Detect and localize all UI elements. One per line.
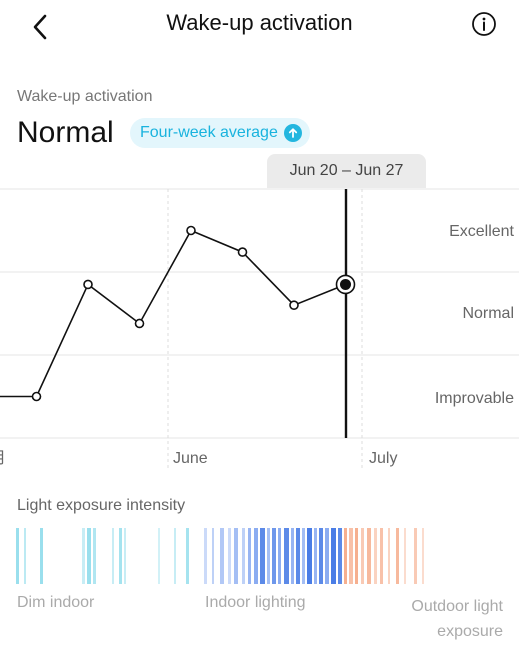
light-bar bbox=[220, 528, 224, 584]
data-point[interactable] bbox=[289, 300, 299, 310]
light-exposure-title: Light exposure intensity bbox=[17, 497, 186, 514]
light-bar bbox=[404, 528, 406, 584]
selected-point[interactable] bbox=[340, 278, 351, 290]
dim-indoor-label: Dim indoor bbox=[17, 594, 95, 611]
light-bar bbox=[24, 528, 26, 584]
light-bar bbox=[314, 528, 317, 584]
data-point[interactable] bbox=[237, 247, 248, 257]
four-week-average-badge[interactable]: Four-week average bbox=[130, 118, 310, 148]
light-bar bbox=[414, 528, 417, 584]
badge-label: Four-week average bbox=[140, 124, 278, 141]
light-bar bbox=[124, 528, 126, 584]
light-bar bbox=[119, 528, 122, 584]
light-bar bbox=[82, 528, 85, 584]
light-bar bbox=[338, 528, 342, 584]
info-circle-icon bbox=[472, 12, 496, 36]
light-bar bbox=[158, 528, 160, 584]
light-bar bbox=[228, 528, 231, 584]
light-bar bbox=[254, 528, 258, 584]
light-bar bbox=[349, 528, 353, 584]
series-line bbox=[0, 229, 346, 398]
light-bar bbox=[267, 528, 270, 584]
light-bar bbox=[291, 528, 294, 584]
light-bar bbox=[272, 528, 276, 584]
light-bar bbox=[367, 528, 371, 584]
light-bar bbox=[388, 528, 390, 584]
light-bar bbox=[284, 528, 289, 584]
section-label: Wake-up activation bbox=[17, 88, 153, 105]
grid bbox=[0, 188, 519, 468]
series-layer bbox=[0, 225, 356, 402]
light-bar bbox=[260, 528, 265, 584]
light-bar bbox=[40, 528, 43, 584]
y-label-improvable: Improvable bbox=[435, 390, 514, 407]
outdoor-light-label: Outdoor light exposure bbox=[411, 598, 503, 640]
light-bar bbox=[87, 528, 91, 584]
light-bar bbox=[174, 528, 176, 584]
light-bar bbox=[396, 528, 399, 584]
data-point[interactable] bbox=[31, 391, 42, 402]
data-point[interactable] bbox=[83, 279, 93, 290]
light-bar bbox=[186, 528, 189, 584]
y-label-normal: Normal bbox=[462, 305, 514, 322]
light-bar bbox=[248, 528, 251, 584]
light-bar bbox=[212, 528, 214, 584]
light-bar bbox=[325, 528, 329, 584]
light-exposure-strip bbox=[16, 528, 426, 584]
x-label-july: July bbox=[369, 450, 397, 467]
data-point[interactable] bbox=[186, 225, 196, 236]
back-button[interactable] bbox=[18, 6, 58, 46]
light-bar bbox=[344, 528, 347, 584]
light-bar bbox=[242, 528, 245, 584]
x-label-prev-month: 月 bbox=[0, 448, 6, 467]
arrow-up-circle-icon bbox=[283, 124, 302, 142]
page-title: Wake-up activation bbox=[166, 10, 353, 35]
info-button[interactable] bbox=[470, 10, 498, 38]
light-bar bbox=[204, 528, 207, 584]
light-bar bbox=[296, 528, 300, 584]
light-bar bbox=[302, 528, 305, 584]
light-bar bbox=[422, 528, 424, 584]
light-bar bbox=[331, 528, 336, 584]
x-label-june: June bbox=[173, 450, 208, 467]
status-value: Normal bbox=[17, 116, 114, 149]
selected-range-tab: Jun 20 – Jun 27 bbox=[267, 154, 426, 188]
light-bar bbox=[319, 528, 323, 584]
light-bar bbox=[307, 528, 312, 584]
wake-up-chart[interactable]: Excellent Normal Improvable 月 June July bbox=[0, 188, 519, 483]
light-bar bbox=[16, 528, 19, 584]
light-bar bbox=[112, 528, 114, 584]
light-bar bbox=[361, 528, 364, 584]
data-point[interactable] bbox=[134, 318, 145, 329]
light-bar bbox=[93, 528, 96, 584]
light-bar bbox=[234, 528, 238, 584]
chevron-left-icon bbox=[33, 14, 47, 40]
light-bar bbox=[380, 528, 383, 584]
light-bar bbox=[278, 528, 281, 584]
y-label-excellent: Excellent bbox=[449, 223, 514, 240]
light-bar bbox=[355, 528, 358, 584]
indoor-lighting-label: Indoor lighting bbox=[205, 594, 306, 611]
light-bar bbox=[374, 528, 377, 584]
